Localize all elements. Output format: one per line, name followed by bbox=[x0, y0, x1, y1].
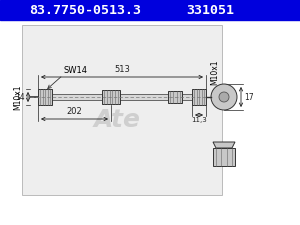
Text: M10x1: M10x1 bbox=[210, 59, 219, 85]
Bar bbox=[182, 94, 192, 100]
Text: Ate: Ate bbox=[94, 108, 140, 132]
Bar bbox=[120, 94, 168, 100]
Text: 14: 14 bbox=[15, 92, 25, 101]
Circle shape bbox=[211, 84, 237, 110]
Bar bbox=[102, 90, 120, 104]
Circle shape bbox=[219, 92, 229, 102]
Text: 331051: 331051 bbox=[186, 4, 234, 16]
Text: SW14: SW14 bbox=[64, 66, 88, 75]
Bar bbox=[52, 94, 102, 100]
Bar bbox=[168, 91, 182, 103]
Text: 83.7750-0513.3: 83.7750-0513.3 bbox=[29, 4, 141, 16]
Bar bbox=[22, 25, 222, 195]
Bar bbox=[192, 89, 206, 105]
Text: 202: 202 bbox=[67, 107, 82, 116]
Text: M10x1: M10x1 bbox=[14, 84, 22, 110]
Bar bbox=[0, 0, 300, 20]
Text: 513: 513 bbox=[114, 65, 130, 74]
Text: 17: 17 bbox=[244, 92, 254, 101]
Bar bbox=[38, 89, 52, 105]
Bar bbox=[213, 148, 235, 166]
Text: 11,3: 11,3 bbox=[191, 117, 207, 123]
Polygon shape bbox=[213, 142, 235, 148]
